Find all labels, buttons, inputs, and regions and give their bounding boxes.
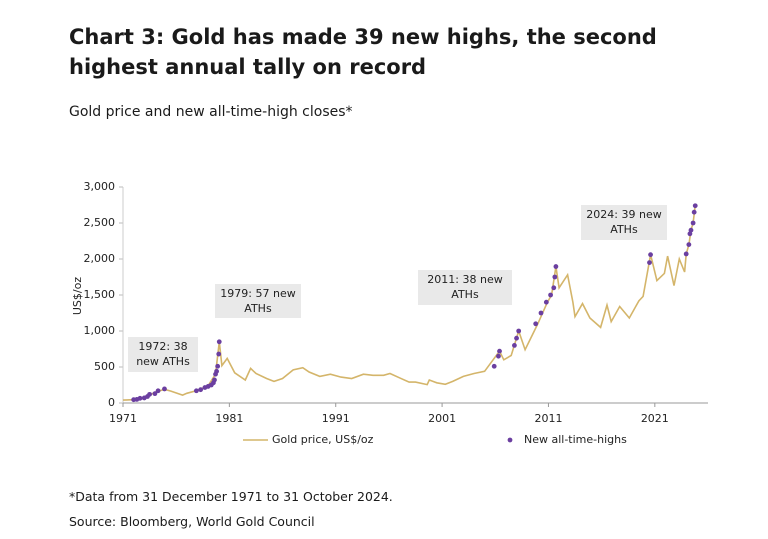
- legend-marker: [507, 437, 513, 443]
- ath-marker: [551, 285, 557, 291]
- ath-marker: [548, 292, 553, 298]
- y-tick-label: 500: [94, 360, 115, 373]
- ath-marker: [215, 363, 221, 369]
- ath-marker: [538, 310, 544, 316]
- x-tick-label: 2021: [641, 412, 669, 425]
- annotation-box: [418, 270, 512, 305]
- annotation-text: ATHs: [244, 302, 272, 315]
- annotation-box: [581, 205, 667, 240]
- y-tick-label: 2,500: [84, 216, 116, 229]
- ath-marker: [152, 391, 158, 397]
- ath-marker: [193, 388, 199, 394]
- ath-marker: [690, 220, 696, 226]
- annotation-text: 2011: 38 new: [427, 273, 502, 286]
- ath-marker: [516, 328, 522, 334]
- ath-marker: [147, 391, 152, 397]
- ath-marker: [214, 368, 220, 374]
- annotation-text: 1972: 38: [138, 340, 187, 353]
- y-axis-label: US$/oz: [71, 277, 84, 315]
- ath-marker: [497, 348, 502, 354]
- footnote: *Data from 31 December 1971 to 31 Octobe…: [69, 489, 393, 504]
- y-tick-label: 3,000: [84, 180, 116, 193]
- legend-label: Gold price, US$/oz: [272, 433, 374, 446]
- ath-marker: [648, 252, 653, 258]
- ath-marker: [691, 209, 697, 215]
- y-tick-label: 1,500: [84, 288, 116, 301]
- ath-marker: [512, 343, 517, 348]
- annotation-text: 2024: 39 new: [586, 208, 661, 221]
- chart: US$/oz 0 500 1,000 1,500 2,000 2,500 3,000 1971…: [71, 180, 708, 446]
- ath-marker: [198, 387, 204, 393]
- legend-label: New all-time-highs: [524, 433, 627, 446]
- ath-marker: [216, 339, 222, 345]
- chart-subtitle: Gold price and new all-time-high closes*: [69, 104, 353, 120]
- ath-marker: [686, 242, 692, 248]
- annotation-text: 1979: 57 new: [220, 287, 295, 300]
- x-tick-label: 1991: [322, 412, 350, 425]
- x-tick-label: 2001: [428, 412, 456, 425]
- ath-marker: [514, 335, 519, 341]
- ath-marker: [496, 353, 501, 359]
- ath-marker: [553, 264, 559, 269]
- ath-marker: [683, 251, 689, 257]
- y-tick-label: 0: [108, 396, 115, 409]
- source-note: Source: Bloomberg, World Gold Council: [69, 514, 315, 529]
- ath-marker: [491, 363, 497, 369]
- ath-marker: [137, 395, 143, 401]
- ath-marker: [216, 351, 222, 357]
- annotation-text: new ATHs: [136, 355, 190, 368]
- ath-marker: [155, 388, 161, 394]
- ath-marker: [687, 231, 693, 237]
- ath-marker: [543, 299, 549, 305]
- ath-marker: [552, 274, 558, 280]
- annotation-box: [128, 337, 198, 372]
- ath-marker: [647, 260, 652, 265]
- ath-marker: [162, 386, 167, 392]
- ath-marker: [688, 227, 694, 233]
- ath-marker: [212, 377, 217, 383]
- annotation-text: ATHs: [610, 223, 638, 236]
- x-tick-label: 2011: [534, 412, 562, 425]
- annotation-box: [215, 284, 301, 318]
- y-tick-label: 1,000: [84, 324, 116, 337]
- ath-marker: [533, 321, 539, 327]
- y-tick-label: 2,000: [84, 252, 116, 265]
- x-tick-label: 1981: [215, 412, 243, 425]
- chart-title: Chart 3: Gold has made 39 new highs, the…: [69, 25, 657, 79]
- annotation-text: ATHs: [451, 288, 479, 301]
- price-line: [122, 205, 696, 401]
- ath-marker: [692, 203, 698, 209]
- x-tick-label: 1971: [109, 412, 137, 425]
